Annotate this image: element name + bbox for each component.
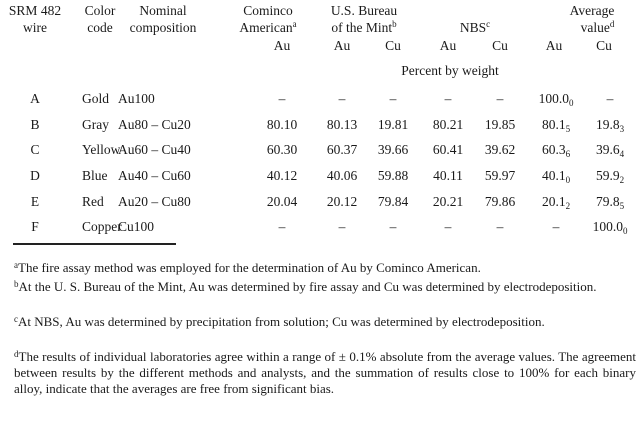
header-cominco: Cominco Americana [239,3,297,35]
cell-avg-cu: 59.92 [595,168,625,185]
element-subheader: Au Au Cu Au Cu Au Cu [0,38,642,56]
cell-mint-au: 80.13 [326,117,358,132]
table-row: D Blue Au40 – Cu60 40.12 40.06 59.88 40.11 59.9… [0,168,642,186]
header-average: Average valued [569,3,615,35]
cell-nbs-cu: 79.86 [484,194,516,209]
cell-color: Red [82,194,104,209]
cell-mint-au: 40.06 [326,168,358,183]
cell-avg-cu: 19.83 [595,117,625,134]
cell-mint-cu: 79.84 [377,194,409,209]
cell-avg-au: 40.10 [541,168,571,185]
table-row: C Yellow Au60 – Cu40 60.30 60.37 39.66 60.41 39… [0,142,642,160]
cell-avg-au: 100.00 [538,91,574,108]
footnote-divider [13,243,176,245]
cell-nbs-au: 60.41 [432,142,464,157]
header-mint: U.S. Bureau of the Mintb [330,3,398,35]
footnote-d: dThe results of individual laboratories … [14,349,636,396]
cell-cominco: 20.04 [266,194,298,209]
cell-avg-au: 20.12 [541,194,571,211]
cell-wire: A [30,91,40,106]
cell-wire: E [30,194,40,209]
cell-nbs-au: – [444,91,452,106]
sub-avg-cu: Cu [596,38,612,53]
cell-wire: F [31,219,39,234]
cell-nominal: Au80 – Cu20 [118,117,191,132]
cell-mint-au: – [338,91,346,106]
sub-mint-au: Au [333,38,351,53]
cell-avg-au: – [552,219,560,234]
cell-wire: B [30,117,40,132]
cell-mint-au: 60.37 [326,142,358,157]
cell-wire: C [30,142,40,157]
sub-mint-cu: Cu [385,38,401,53]
cell-avg-cu: 79.85 [595,194,625,211]
cell-nbs-au: 20.21 [432,194,464,209]
cell-wire: D [30,168,40,183]
cell-avg-au: 80.15 [541,117,571,134]
cell-avg-cu: 100.00 [592,219,628,236]
cell-mint-au: 20.12 [326,194,358,209]
footnote-a: aThe fire assay method was employed for … [14,260,481,275]
cell-nominal: Au40 – Cu60 [118,168,191,183]
sub-cominco-au: Au [273,38,291,53]
cell-mint-cu: 19.81 [377,117,409,132]
cell-cominco: 60.30 [266,142,298,157]
header-color: Color code [84,3,116,35]
footnote-c: cAt NBS, Au was determined by precipitat… [14,314,545,329]
cell-cominco: – [278,219,286,234]
cell-color: Yellow [82,142,121,157]
header-nominal: Nominal composition [129,3,197,35]
cell-mint-cu: 59.88 [377,168,409,183]
cell-color: Gold [82,91,109,106]
cell-mint-cu: 39.66 [377,142,409,157]
cell-avg-au: 60.36 [541,142,571,159]
table-row: B Gray Au80 – Cu20 80.10 80.13 19.81 80.21 19.8… [0,117,642,135]
cell-nbs-au: 80.21 [432,117,464,132]
sub-nbs-au: Au [439,38,457,53]
cell-nominal: Au20 – Cu80 [118,194,191,209]
cell-color: Copper [82,219,122,234]
cell-avg-cu: 39.64 [595,142,625,159]
cell-cominco: 40.12 [266,168,298,183]
cell-nbs-cu: – [496,91,504,106]
table-row: A Gold Au100 – – – – – 100.00 – [0,91,642,109]
cell-cominco: 80.10 [266,117,298,132]
cell-mint-cu: – [389,91,397,106]
units-label: Percent by weight [401,63,499,78]
cell-mint-au: – [338,219,346,234]
cell-nominal: Cu100 [118,219,155,234]
cell-nbs-au: 40.11 [433,168,463,183]
cell-cominco: – [278,91,286,106]
cell-color: Gray [82,117,109,132]
table-row: E Red Au20 – Cu80 20.04 20.12 79.84 20.21 79.86… [0,194,642,212]
table-row: F Copper Cu100 – – – – – – 100.00 [0,219,642,237]
cell-nbs-au: – [444,219,452,234]
cell-nbs-cu: 59.97 [484,168,516,183]
cell-nominal: Au100 [118,91,155,106]
cell-avg-cu: – [606,91,614,106]
sub-nbs-cu: Cu [492,38,508,53]
cell-nbs-cu: 39.62 [484,142,516,157]
header-nbs: NBSc [459,19,491,36]
footnote-b: bAt the U. S. Bureau of the Mint, Au was… [14,279,597,294]
cell-nominal: Au60 – Cu40 [118,142,191,157]
cell-nbs-cu: 19.85 [484,117,516,132]
cell-nbs-cu: – [496,219,504,234]
header-wire: SRM 482 wire [8,3,62,35]
sub-avg-au: Au [545,38,563,53]
cell-color: Blue [82,168,108,183]
cell-mint-cu: – [389,219,397,234]
